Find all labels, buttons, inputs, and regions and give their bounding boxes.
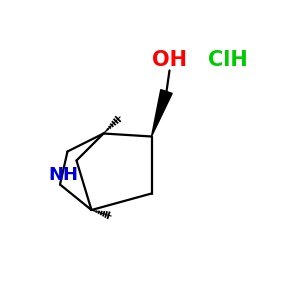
- Text: ClH: ClH: [208, 50, 248, 70]
- Text: NH: NH: [48, 167, 78, 184]
- Polygon shape: [152, 90, 172, 136]
- Text: OH: OH: [152, 50, 187, 70]
